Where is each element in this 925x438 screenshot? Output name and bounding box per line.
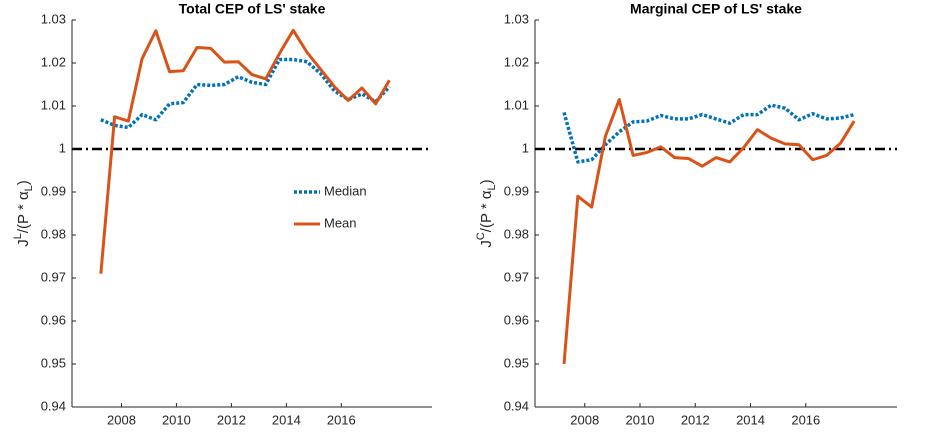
legend-label: Median <box>324 183 367 198</box>
y-tick-label: 1 <box>522 140 529 155</box>
y-tick-label: 0.95 <box>41 355 66 370</box>
chart-title: Marginal CEP of LS' stake <box>630 1 802 17</box>
series-line <box>99 28 391 274</box>
y-tick-label: 1.02 <box>41 54 66 69</box>
y-label-part: C <box>475 232 487 240</box>
y-tick-label: 1.01 <box>41 97 66 112</box>
legend-label: Mean <box>324 215 357 230</box>
y-tick-label: 1.01 <box>504 97 529 112</box>
series-line <box>562 103 855 164</box>
y-tick-label: 0.99 <box>41 183 66 198</box>
y-tick-label: 1.02 <box>504 54 529 69</box>
y-tick-label: 0.94 <box>41 398 66 413</box>
y-label-part: L <box>486 184 498 190</box>
x-tick-label: 2016 <box>327 412 356 427</box>
y-label-part: L <box>23 185 35 191</box>
y-tick-label: 0.96 <box>41 312 66 327</box>
series-line <box>562 98 856 365</box>
y-axis-label: JL/(P * αL) <box>12 180 35 247</box>
x-tick-label: 2014 <box>736 412 765 427</box>
y-label-part: L <box>12 233 24 239</box>
y-tick-label: 0.97 <box>504 269 529 284</box>
y-tick-label: 0.94 <box>504 398 529 413</box>
y-tick-label: 0.95 <box>504 355 529 370</box>
y-tick-label: 1.03 <box>504 11 529 26</box>
y-tick-label: 1 <box>59 140 66 155</box>
y-label-part: J <box>15 239 32 247</box>
y-axis-label: JC/(P * αL) <box>475 179 498 247</box>
y-tick-label: 0.97 <box>41 269 66 284</box>
y-tick-label: 0.99 <box>504 183 529 198</box>
y-label-part: ) <box>478 179 495 184</box>
y-label-part: J <box>478 240 495 248</box>
y-tick-label: 0.98 <box>41 226 66 241</box>
x-tick-label: 2008 <box>570 412 599 427</box>
x-tick-label: 2014 <box>272 412 301 427</box>
chart-title: Total CEP of LS' stake <box>179 1 326 17</box>
y-label-part: /(P * α <box>15 191 32 233</box>
y-tick-label: 1.03 <box>41 11 66 26</box>
x-tick-label: 2008 <box>107 412 136 427</box>
x-tick-label: 2010 <box>626 412 655 427</box>
y-tick-label: 0.96 <box>504 312 529 327</box>
x-tick-label: 2016 <box>791 412 820 427</box>
x-tick-label: 2012 <box>217 412 246 427</box>
x-tick-label: 2010 <box>162 412 191 427</box>
y-label-part: ) <box>15 180 32 185</box>
x-tick-label: 2012 <box>681 412 710 427</box>
y-label-part: /(P * α <box>478 190 495 232</box>
y-tick-label: 0.98 <box>504 226 529 241</box>
